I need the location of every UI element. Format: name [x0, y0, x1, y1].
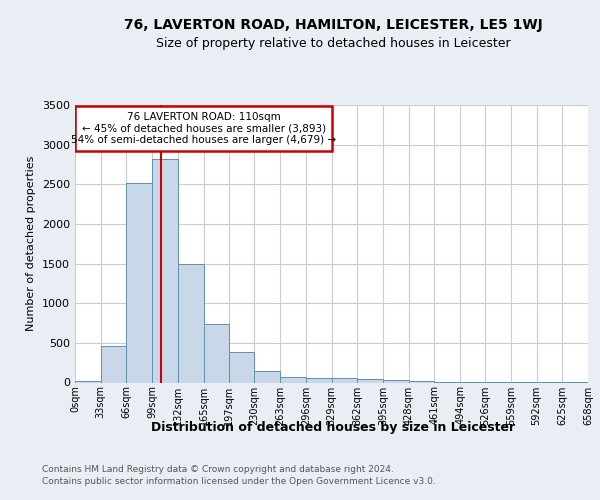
Bar [357, 379, 383, 382]
Text: Contains HM Land Registry data © Crown copyright and database right 2024.: Contains HM Land Registry data © Crown c… [42, 464, 394, 473]
Bar [178, 264, 203, 382]
Y-axis label: Number of detached properties: Number of detached properties [26, 156, 37, 332]
Bar [280, 376, 306, 382]
Text: 76 LAVERTON ROAD: 110sqm: 76 LAVERTON ROAD: 110sqm [127, 112, 281, 122]
Bar [383, 380, 409, 382]
Bar [331, 378, 357, 382]
Bar [306, 378, 331, 382]
Bar [409, 381, 434, 382]
Bar [203, 324, 229, 382]
Text: Size of property relative to detached houses in Leicester: Size of property relative to detached ho… [155, 38, 511, 51]
Bar [229, 352, 254, 382]
Text: 76, LAVERTON ROAD, HAMILTON, LEICESTER, LE5 1WJ: 76, LAVERTON ROAD, HAMILTON, LEICESTER, … [124, 18, 542, 32]
Text: Contains public sector information licensed under the Open Government Licence v3: Contains public sector information licen… [42, 478, 436, 486]
Bar [254, 370, 280, 382]
Text: 54% of semi-detached houses are larger (4,679) →: 54% of semi-detached houses are larger (… [71, 135, 336, 145]
Bar [127, 184, 152, 382]
Bar [75, 381, 101, 382]
Bar [75, 106, 332, 151]
Text: Distribution of detached houses by size in Leicester: Distribution of detached houses by size … [151, 421, 515, 434]
Text: ← 45% of detached houses are smaller (3,893): ← 45% of detached houses are smaller (3,… [82, 124, 326, 134]
Bar [152, 159, 178, 382]
Bar [101, 346, 127, 383]
